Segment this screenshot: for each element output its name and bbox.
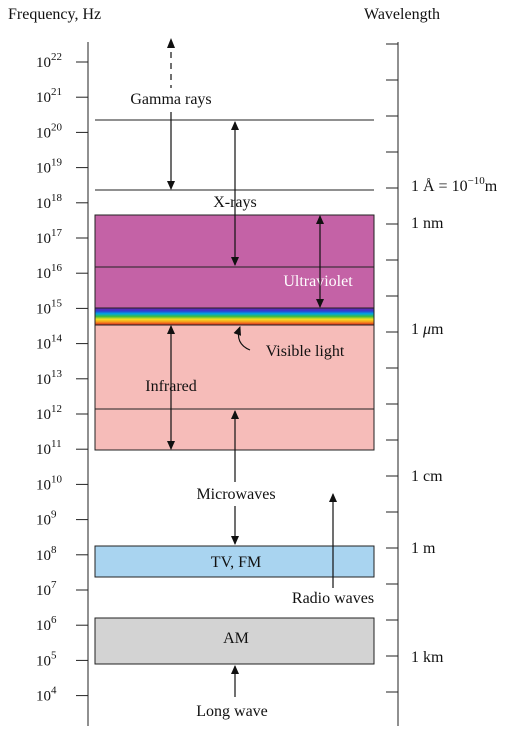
tv-fm-label: TV, FM [211, 554, 261, 571]
tv-fm-band [94, 545, 375, 578]
wavelength-axis-title: Wavelength [364, 6, 440, 23]
am-label: AM [223, 630, 249, 647]
frequency-tick-label: 1021 [36, 86, 62, 106]
frequency-tick-label: 1022 [36, 51, 62, 71]
frequency-tick-label: 1013 [36, 368, 63, 388]
frequency-tick-label: 105 [36, 649, 57, 669]
wavelength-ticks [386, 43, 398, 693]
frequency-tick-label: 1011 [36, 438, 62, 458]
frequency-tick-label: 1019 [36, 157, 63, 177]
wavelength-label-angstrom: 1 Å = 10−10m [411, 175, 498, 195]
frequency-tick-label: 1010 [36, 473, 63, 493]
wavelength-label-km: 1 km [411, 649, 444, 666]
frequency-tick-label: 109 [36, 509, 57, 529]
long-wave-label: Long wave [196, 703, 268, 720]
frequency-tick-label: 104 [36, 685, 57, 705]
frequency-tick-label: 1015 [36, 297, 63, 317]
frequency-tick-label: 1016 [36, 262, 63, 282]
wavelength-label-m: 1 m [411, 540, 436, 557]
ultraviolet-label: Ultraviolet [283, 273, 353, 290]
frequency-tick-label: 1020 [36, 121, 63, 141]
wavelength-label-cm: 1 cm [411, 468, 443, 485]
frequency-tick-label: 106 [36, 614, 57, 634]
wavelength-label-nm: 1 nm [411, 215, 444, 232]
visible-light-pointer [233, 326, 251, 351]
frequency-tick-label: 1017 [36, 227, 63, 247]
radio-waves-label: Radio waves [292, 590, 374, 607]
gamma-range-arrow-head-up [167, 38, 175, 48]
frequency-ticks: 1022 1021 1020 1019 1018 1017 1016 1015 1014 1013… [36, 51, 88, 705]
visible-spectrum-band [94, 307, 375, 326]
frequency-tick-label: 108 [36, 544, 57, 564]
wavelength-label-um: 1 μm [411, 321, 444, 338]
frequency-tick-label: 1018 [36, 192, 63, 212]
microwaves-label: Microwaves [196, 486, 275, 503]
gamma-rays-label: Gamma rays [130, 91, 211, 108]
frequency-axis-title: Frequency, Hz [8, 6, 101, 23]
am-band [94, 617, 375, 665]
frequency-tick-label: 1014 [36, 333, 63, 353]
frequency-tick-label: 107 [36, 579, 57, 599]
frequency-tick-label: 1012 [36, 403, 62, 423]
visible-light-label: Visible light [266, 343, 345, 360]
